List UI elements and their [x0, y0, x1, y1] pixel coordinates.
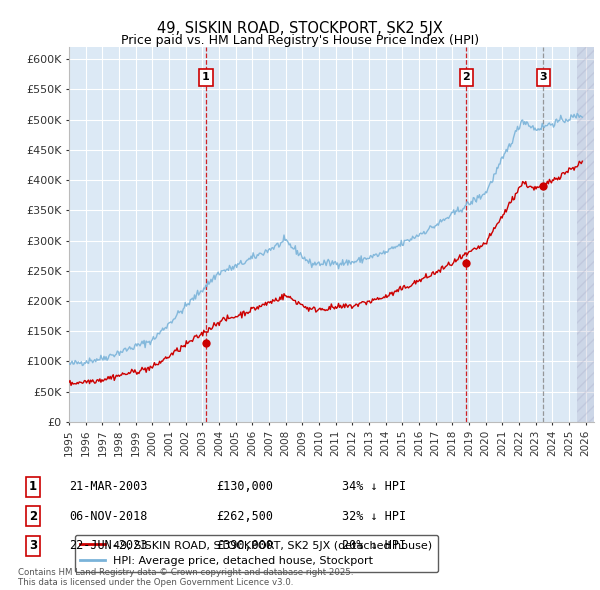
Text: 2: 2 [29, 510, 37, 523]
Text: 34% ↓ HPI: 34% ↓ HPI [342, 480, 406, 493]
Text: 49, SISKIN ROAD, STOCKPORT, SK2 5JX: 49, SISKIN ROAD, STOCKPORT, SK2 5JX [157, 21, 443, 35]
Legend: 49, SISKIN ROAD, STOCKPORT, SK2 5JX (detached house), HPI: Average price, detach: 49, SISKIN ROAD, STOCKPORT, SK2 5JX (det… [74, 535, 438, 572]
Bar [577, 47, 594, 422]
Text: 21-MAR-2003: 21-MAR-2003 [69, 480, 148, 493]
Text: 2: 2 [463, 73, 470, 83]
Text: 1: 1 [202, 73, 210, 83]
Text: 06-NOV-2018: 06-NOV-2018 [69, 510, 148, 523]
Text: £130,000: £130,000 [216, 480, 273, 493]
Text: 3: 3 [539, 73, 547, 83]
Text: £262,500: £262,500 [216, 510, 273, 523]
Text: 20% ↓ HPI: 20% ↓ HPI [342, 539, 406, 552]
Text: Price paid vs. HM Land Registry's House Price Index (HPI): Price paid vs. HM Land Registry's House … [121, 34, 479, 47]
Text: £390,000: £390,000 [216, 539, 273, 552]
Text: 22-JUN-2023: 22-JUN-2023 [69, 539, 148, 552]
Text: 1: 1 [29, 480, 37, 493]
Text: 3: 3 [29, 539, 37, 552]
Text: 32% ↓ HPI: 32% ↓ HPI [342, 510, 406, 523]
Text: Contains HM Land Registry data © Crown copyright and database right 2025.
This d: Contains HM Land Registry data © Crown c… [18, 568, 353, 587]
